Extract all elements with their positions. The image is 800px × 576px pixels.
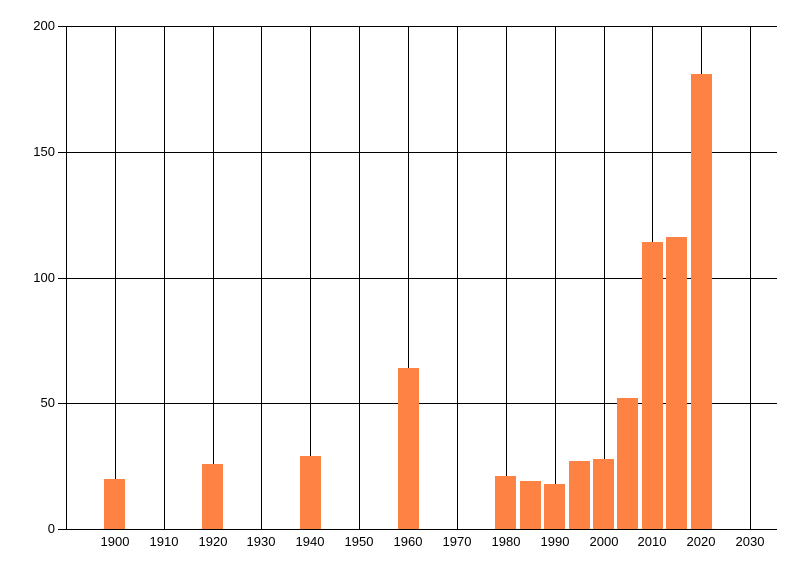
bar-2005 [617,398,638,529]
bar-2015 [666,237,687,529]
x-tick-label-1920: 1920 [198,534,228,549]
x-gridline-1970 [457,26,458,529]
x-gridline-1940 [310,26,311,529]
bar-1990 [544,484,565,529]
x-tick-label-2030: 2030 [735,534,765,549]
x-tick-label-1970: 1970 [442,534,472,549]
x-tick-label-1930: 1930 [246,534,276,549]
y-axis-line [66,26,67,529]
x-gridline-1960 [408,26,409,529]
bar-1920 [202,464,223,529]
x-gridline-2030 [750,26,751,529]
x-gridline-1990 [555,26,556,529]
x-tick-label-1950: 1950 [344,534,374,549]
y-tick-label-100: 100 [33,270,55,285]
x-tick-label-2010: 2010 [637,534,667,549]
bar-2020 [691,74,712,529]
x-gridline-1910 [164,26,165,529]
x-gridline-1950 [359,26,360,529]
x-tick-label-2020: 2020 [686,534,716,549]
bar-1985 [520,481,541,529]
bar-2010 [642,242,663,529]
x-gridline-2000 [604,26,605,529]
y-tick-label-50: 50 [40,395,55,410]
y-gridline-0 [58,529,777,530]
x-tick-label-1940: 1940 [295,534,325,549]
x-tick-label-1960: 1960 [393,534,423,549]
y-gridline-100 [58,278,777,279]
x-tick-label-1900: 1900 [100,534,130,549]
y-tick-label-150: 150 [33,144,55,159]
x-gridline-1930 [261,26,262,529]
bar-1900 [104,479,125,529]
bar-2000 [593,459,614,529]
x-tick-label-1910: 1910 [149,534,179,549]
x-tick-label-1980: 1980 [491,534,521,549]
bar-1960 [398,368,419,529]
y-tick-label-200: 200 [33,18,55,33]
y-gridline-200 [58,26,777,27]
x-tick-label-2000: 2000 [589,534,619,549]
x-gridline-1980 [506,26,507,529]
x-gridline-1900 [115,26,116,529]
y-tick-label-0: 0 [47,521,55,536]
bar-1995 [569,461,590,529]
x-gridline-1920 [213,26,214,529]
y-gridline-150 [58,152,777,153]
bar-1940 [300,456,321,529]
bar-1980 [495,476,516,529]
x-tick-label-1990: 1990 [540,534,570,549]
